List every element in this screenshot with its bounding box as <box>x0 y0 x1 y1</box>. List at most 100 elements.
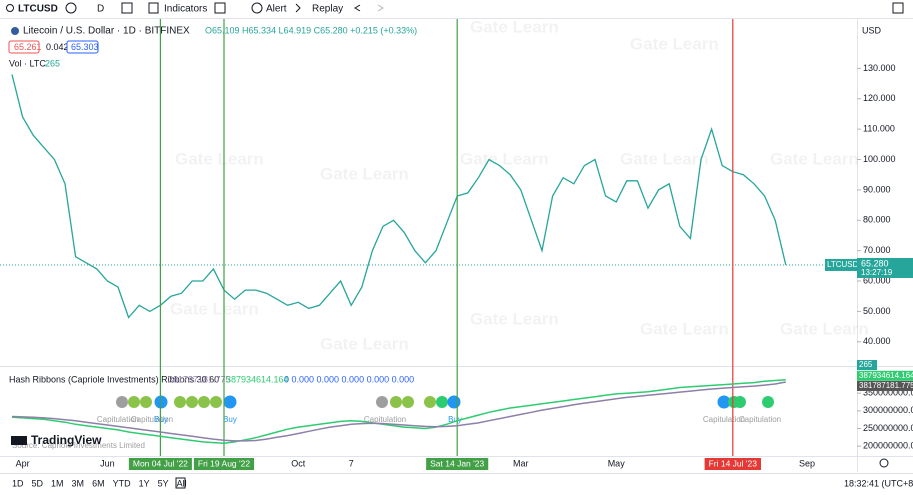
event-date-label: Mon 04 Jul '22 <box>133 458 188 468</box>
symbol[interactable]: LTCUSD <box>18 4 58 15</box>
date-range-button[interactable] <box>175 477 186 489</box>
event-date-label: Fri 14 Jul '23 <box>709 458 758 468</box>
x-tick-label: Mar <box>513 458 529 468</box>
signal-dot <box>186 396 198 408</box>
compare-button[interactable] <box>65 2 77 14</box>
signal-dot <box>447 395 461 409</box>
signal-label: Capitulation <box>97 415 139 424</box>
axis-settings[interactable] <box>879 458 889 468</box>
indicator-value: 387934614.164 <box>226 374 289 384</box>
bid-box[interactable] <box>8 40 40 54</box>
chart-type-button[interactable] <box>121 2 133 14</box>
symbol-tag <box>825 258 857 271</box>
timeframe-button[interactable]: YTD <box>113 478 132 488</box>
x-tick-label: Oct <box>291 458 306 468</box>
currency[interactable]: USD <box>862 25 882 35</box>
clock: 18:32:41 (UTC+8) <box>844 478 913 488</box>
indicator-tag-text: 387934614.164 <box>859 371 913 380</box>
y-tick-label: 200000000.000 <box>863 441 913 451</box>
y-tick-label: 350000000.000 <box>863 388 913 398</box>
y-tick-label: 60.000 <box>863 275 891 285</box>
indicators-button[interactable]: Indicators <box>164 4 207 15</box>
y-tick-label: 90.000 <box>863 184 891 194</box>
alert-icon[interactable] <box>251 2 263 14</box>
timeframe-button[interactable]: 5D <box>32 478 44 488</box>
indicator-tag-text: 381787181.775 <box>859 381 913 390</box>
undo-button[interactable] <box>354 4 361 12</box>
signal-dot <box>174 396 186 408</box>
alert-button[interactable]: Alert <box>266 4 287 15</box>
x-tick-label: May <box>608 458 626 468</box>
symbol-title: Litecoin / U.S. Dollar · 1D · BITFINEX <box>23 26 190 37</box>
replay-icon[interactable] <box>295 3 301 13</box>
search-icon[interactable] <box>6 4 14 12</box>
signal-dot <box>734 396 746 408</box>
fullscreen-button[interactable] <box>892 2 904 14</box>
timeframe-button[interactable]: All <box>177 478 187 488</box>
ask-price[interactable]: 65.303 <box>71 42 99 52</box>
y-tick-label: 300000000.000 <box>863 405 913 415</box>
volume-tag <box>857 360 877 370</box>
y-tick-label: 130.000 <box>863 63 896 73</box>
signal-dot <box>402 396 414 408</box>
timeframe-button[interactable]: 1D <box>12 478 24 488</box>
watermark: Gate Learn <box>620 149 709 168</box>
volume-tag-text: 265 <box>859 360 873 369</box>
signal-dot <box>210 396 222 408</box>
signal-dot <box>128 396 140 408</box>
y-tick-label: 50.000 <box>863 306 891 316</box>
ask-box[interactable] <box>66 40 99 54</box>
watermark: Gate Learn <box>170 299 259 318</box>
event-date-box <box>193 458 255 470</box>
timeframe-button[interactable]: 3M <box>72 478 85 488</box>
signal-label: Capitulation <box>131 415 173 424</box>
signal-dot <box>390 396 402 408</box>
timeframe-button[interactable]: 1Y <box>139 478 150 488</box>
redo-button[interactable] <box>377 4 384 12</box>
x-tick-label: Jun <box>100 458 115 468</box>
logo-text: TradingView <box>31 433 102 447</box>
watermark: Gate Learn <box>460 149 549 168</box>
watermarks: Gate Learn Gate Learn Gate Learn Gate Le… <box>170 17 869 353</box>
replay-button[interactable]: Replay <box>312 4 343 15</box>
signal-dot <box>116 396 128 408</box>
price-tag-text: 65.280 <box>861 258 889 268</box>
signal-dot <box>223 395 237 409</box>
event-date-label: Sat 14 Jan '23 <box>430 458 484 468</box>
signal-dot <box>154 395 168 409</box>
signal-label: Capitulation <box>703 415 745 424</box>
watermark: Gate Learn <box>770 149 859 168</box>
top-toolbar: LTCUSD D Indicators Alert Replay <box>6 2 904 15</box>
symbol-logo <box>11 27 19 35</box>
indicator-tag <box>857 380 913 391</box>
signal-dot <box>424 396 436 408</box>
bid-price[interactable]: 65.261 <box>14 42 42 52</box>
timeframe-button[interactable]: 1M <box>51 478 64 488</box>
event-date-label: Fri 19 Aug '22 <box>198 458 250 468</box>
watermark: Gate Learn <box>320 334 409 353</box>
price-line <box>11 74 787 319</box>
y-tick-label: 40.000 <box>863 336 891 346</box>
timeframe-button[interactable]: 6M <box>92 478 105 488</box>
symbol-tag-text: LTCUSD <box>827 260 859 269</box>
indicator-name: Hash Ribbons (Capriole Investments) Ribb… <box>9 374 219 384</box>
signal-label: Buy <box>154 415 168 424</box>
templates-button[interactable] <box>214 2 226 14</box>
signal-label: Capitulation <box>739 415 781 424</box>
signal-dot <box>140 396 152 408</box>
indicators-icon[interactable] <box>148 2 159 14</box>
watermark: Gate Learn <box>640 319 729 338</box>
signal-dot <box>198 396 210 408</box>
chart-legend: Litecoin / U.S. Dollar · 1D · BITFINEX O… <box>8 25 417 384</box>
y-tick-label: 80.000 <box>863 215 891 225</box>
watermark: Gate Learn <box>780 319 869 338</box>
hash-ribbon-line <box>11 381 786 442</box>
watermark: Gate Learn <box>470 309 559 328</box>
interval[interactable]: D <box>97 4 104 15</box>
indicator-value: 0 0.000 0.000 0.000 0.000 0.000 <box>284 374 414 384</box>
watermark: Gate Learn <box>470 17 559 36</box>
x-tick-label: Apr <box>16 458 30 468</box>
timeframe-bar: 1D 5D 1M 3M 6M YTD 1Y 5Y All <box>12 478 187 488</box>
timeframe-button[interactable]: 5Y <box>158 478 169 488</box>
